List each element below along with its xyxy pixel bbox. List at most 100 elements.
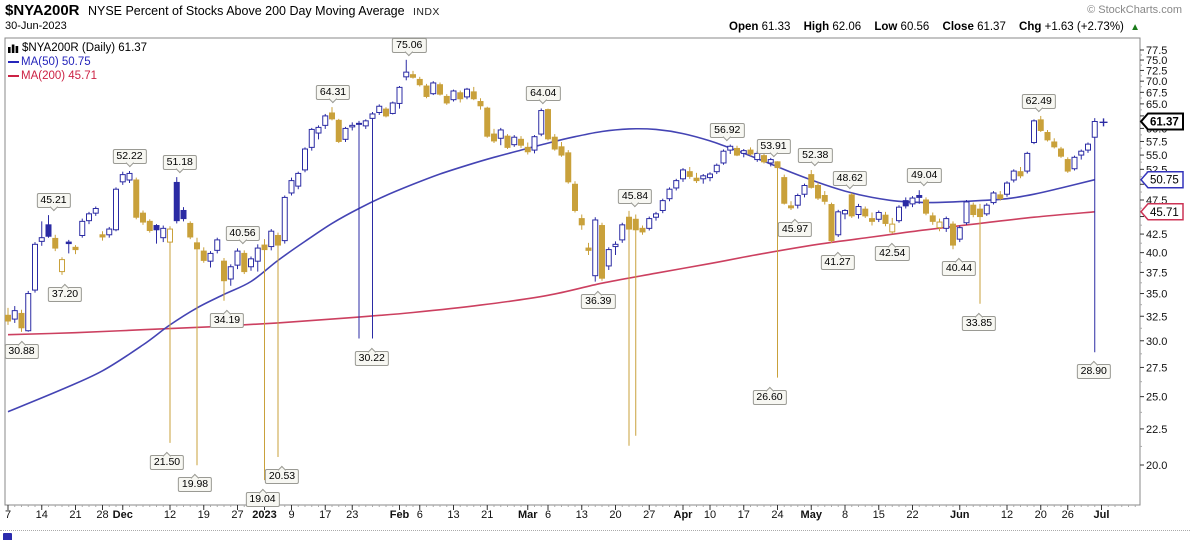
price-annotation: 40.56	[225, 226, 260, 245]
y-axis-label: 70.0	[1146, 76, 1167, 88]
price-annotation: 19.98	[177, 474, 213, 493]
x-axis-label: 20	[1034, 509, 1047, 521]
x-axis-label: 26	[1061, 509, 1074, 521]
up-triangle-icon: ▲	[1130, 22, 1140, 33]
price-annotation: 37.20	[47, 283, 83, 302]
chg-label: Chg	[1019, 21, 1042, 33]
price-annotation: 28.90	[1076, 360, 1111, 380]
x-axis-label: 21	[69, 509, 82, 521]
price-annotation: 42.54	[875, 242, 910, 261]
x-axis-label: May	[800, 509, 822, 521]
x-axis-label: 28	[96, 509, 109, 521]
x-axis-label: Feb	[389, 509, 410, 521]
price-tag-value: 50.75	[1150, 175, 1179, 187]
price-annotation: 49.04	[907, 168, 942, 187]
x-axis-label: 22	[906, 509, 919, 521]
legend-ma50-label: MA(50) 50.75	[21, 56, 91, 68]
low-label: Low	[874, 21, 898, 33]
price-tag-value: 61.37	[1150, 116, 1179, 128]
symbol-name: NYSE Percent of Stocks Above 200 Day Mov…	[87, 4, 405, 18]
x-axis-label: 8	[841, 509, 849, 521]
x-axis-label: 27	[231, 509, 244, 521]
last-price-plus-marker	[1099, 118, 1108, 127]
high-value: 62.06	[832, 21, 862, 33]
x-axis-label: 17	[737, 509, 750, 521]
price-annotation: 64.04	[526, 86, 561, 105]
next-pane-separator	[0, 530, 1190, 531]
chart-type-icon[interactable]	[8, 43, 19, 53]
price-tag	[1139, 112, 1184, 131]
y-axis-label: 20.0	[1146, 460, 1167, 472]
price-annotation: 20.53	[264, 465, 300, 484]
x-axis-label: 9	[288, 509, 295, 521]
x-axis-label: 13	[447, 509, 460, 521]
price-annotation: 41.27	[820, 251, 855, 271]
x-axis-label: 14	[35, 509, 48, 521]
x-axis-label: 19	[197, 509, 210, 521]
price-annotation: 62.49	[1021, 93, 1056, 113]
price-tag-value: 45.71	[1150, 207, 1179, 219]
x-axis-label: Jun	[949, 509, 970, 521]
price-annotation: 30.88	[4, 340, 39, 359]
ma50-line	[7, 127, 1095, 413]
x-axis-label: 7	[4, 509, 12, 521]
close-label: Close	[942, 21, 974, 33]
chart-title: $NYA200R NYSE Percent of Stocks Above 20…	[5, 2, 440, 20]
x-axis-label: 6	[416, 509, 423, 521]
price-annotation: 30.22	[354, 347, 389, 366]
price-tag	[1140, 170, 1184, 189]
price-annotation: 26.60	[752, 386, 787, 405]
price-annotation: 52.22	[112, 148, 147, 168]
y-axis-label: 65.0	[1146, 99, 1167, 111]
x-axis-label: Jul	[1093, 509, 1110, 521]
price-annotation: 36.39	[581, 290, 616, 309]
low-value: 60.56	[900, 21, 930, 33]
plot-frame	[4, 37, 1141, 506]
y-axis-label: 37.5	[1146, 267, 1167, 279]
y-axis-label: 22.5	[1146, 424, 1167, 436]
open-value: 61.33	[761, 21, 791, 33]
next-pane-icon	[3, 533, 12, 540]
price-annotation: 53.91	[756, 139, 791, 158]
price-annotation: 75.06	[392, 37, 427, 57]
y-axis-label: 57.5	[1146, 136, 1167, 148]
ma200-line	[7, 211, 1095, 336]
price-annotation: 51.18	[162, 155, 197, 174]
y-axis-label: 27.5	[1146, 362, 1167, 374]
copyright-notice: © StockCharts.com	[1087, 4, 1182, 16]
y-axis-label: 67.5	[1146, 87, 1167, 99]
ohlc-quote-row: Open 61.33 High 62.06 Low 60.56 Close 61…	[719, 21, 1140, 33]
exchange-label: INDX	[413, 6, 440, 18]
price-annotation: 40.44	[941, 258, 977, 277]
x-axis-label: Apr	[673, 509, 693, 521]
y-axis-label: 72.5	[1146, 65, 1167, 77]
price-annotation: 33.85	[961, 312, 997, 331]
x-axis-label: 12	[1000, 509, 1014, 521]
price-annotation: 45.84	[617, 188, 653, 208]
y-axis-label: 42.5	[1146, 229, 1167, 241]
x-axis-label: 20	[609, 509, 622, 521]
x-axis-label: 21	[481, 509, 494, 521]
y-axis-label: 35.0	[1146, 289, 1167, 301]
price-annotation: 64.31	[315, 85, 351, 104]
plot-legend: $NYA200R (Daily) 61.37 MA(50) 50.75 MA(2…	[8, 41, 147, 83]
y-axis-label: 75.0	[1146, 55, 1167, 67]
open-label: Open	[729, 21, 759, 33]
y-axis-label: 25.0	[1146, 392, 1167, 404]
price-tag	[1140, 203, 1184, 221]
ma200-line-swatch	[8, 75, 19, 77]
x-axis-label: 27	[643, 509, 656, 521]
x-axis-label: Dec	[112, 509, 133, 521]
price-annotation: 34.19	[209, 309, 245, 328]
x-axis-label: 2023	[252, 509, 277, 521]
x-axis-label: 10	[703, 509, 717, 521]
x-axis-label: 6	[544, 509, 552, 521]
x-axis-label: 23	[346, 509, 359, 521]
y-axis-label: 30.0	[1146, 336, 1167, 348]
candles-layer	[5, 59, 1098, 481]
ma50-line-swatch	[8, 61, 19, 63]
price-annotation: 19.04	[245, 488, 280, 508]
x-axis-label: 24	[771, 509, 784, 521]
x-axis-label: 13	[575, 509, 588, 521]
y-axis-label: 55.0	[1146, 150, 1167, 162]
